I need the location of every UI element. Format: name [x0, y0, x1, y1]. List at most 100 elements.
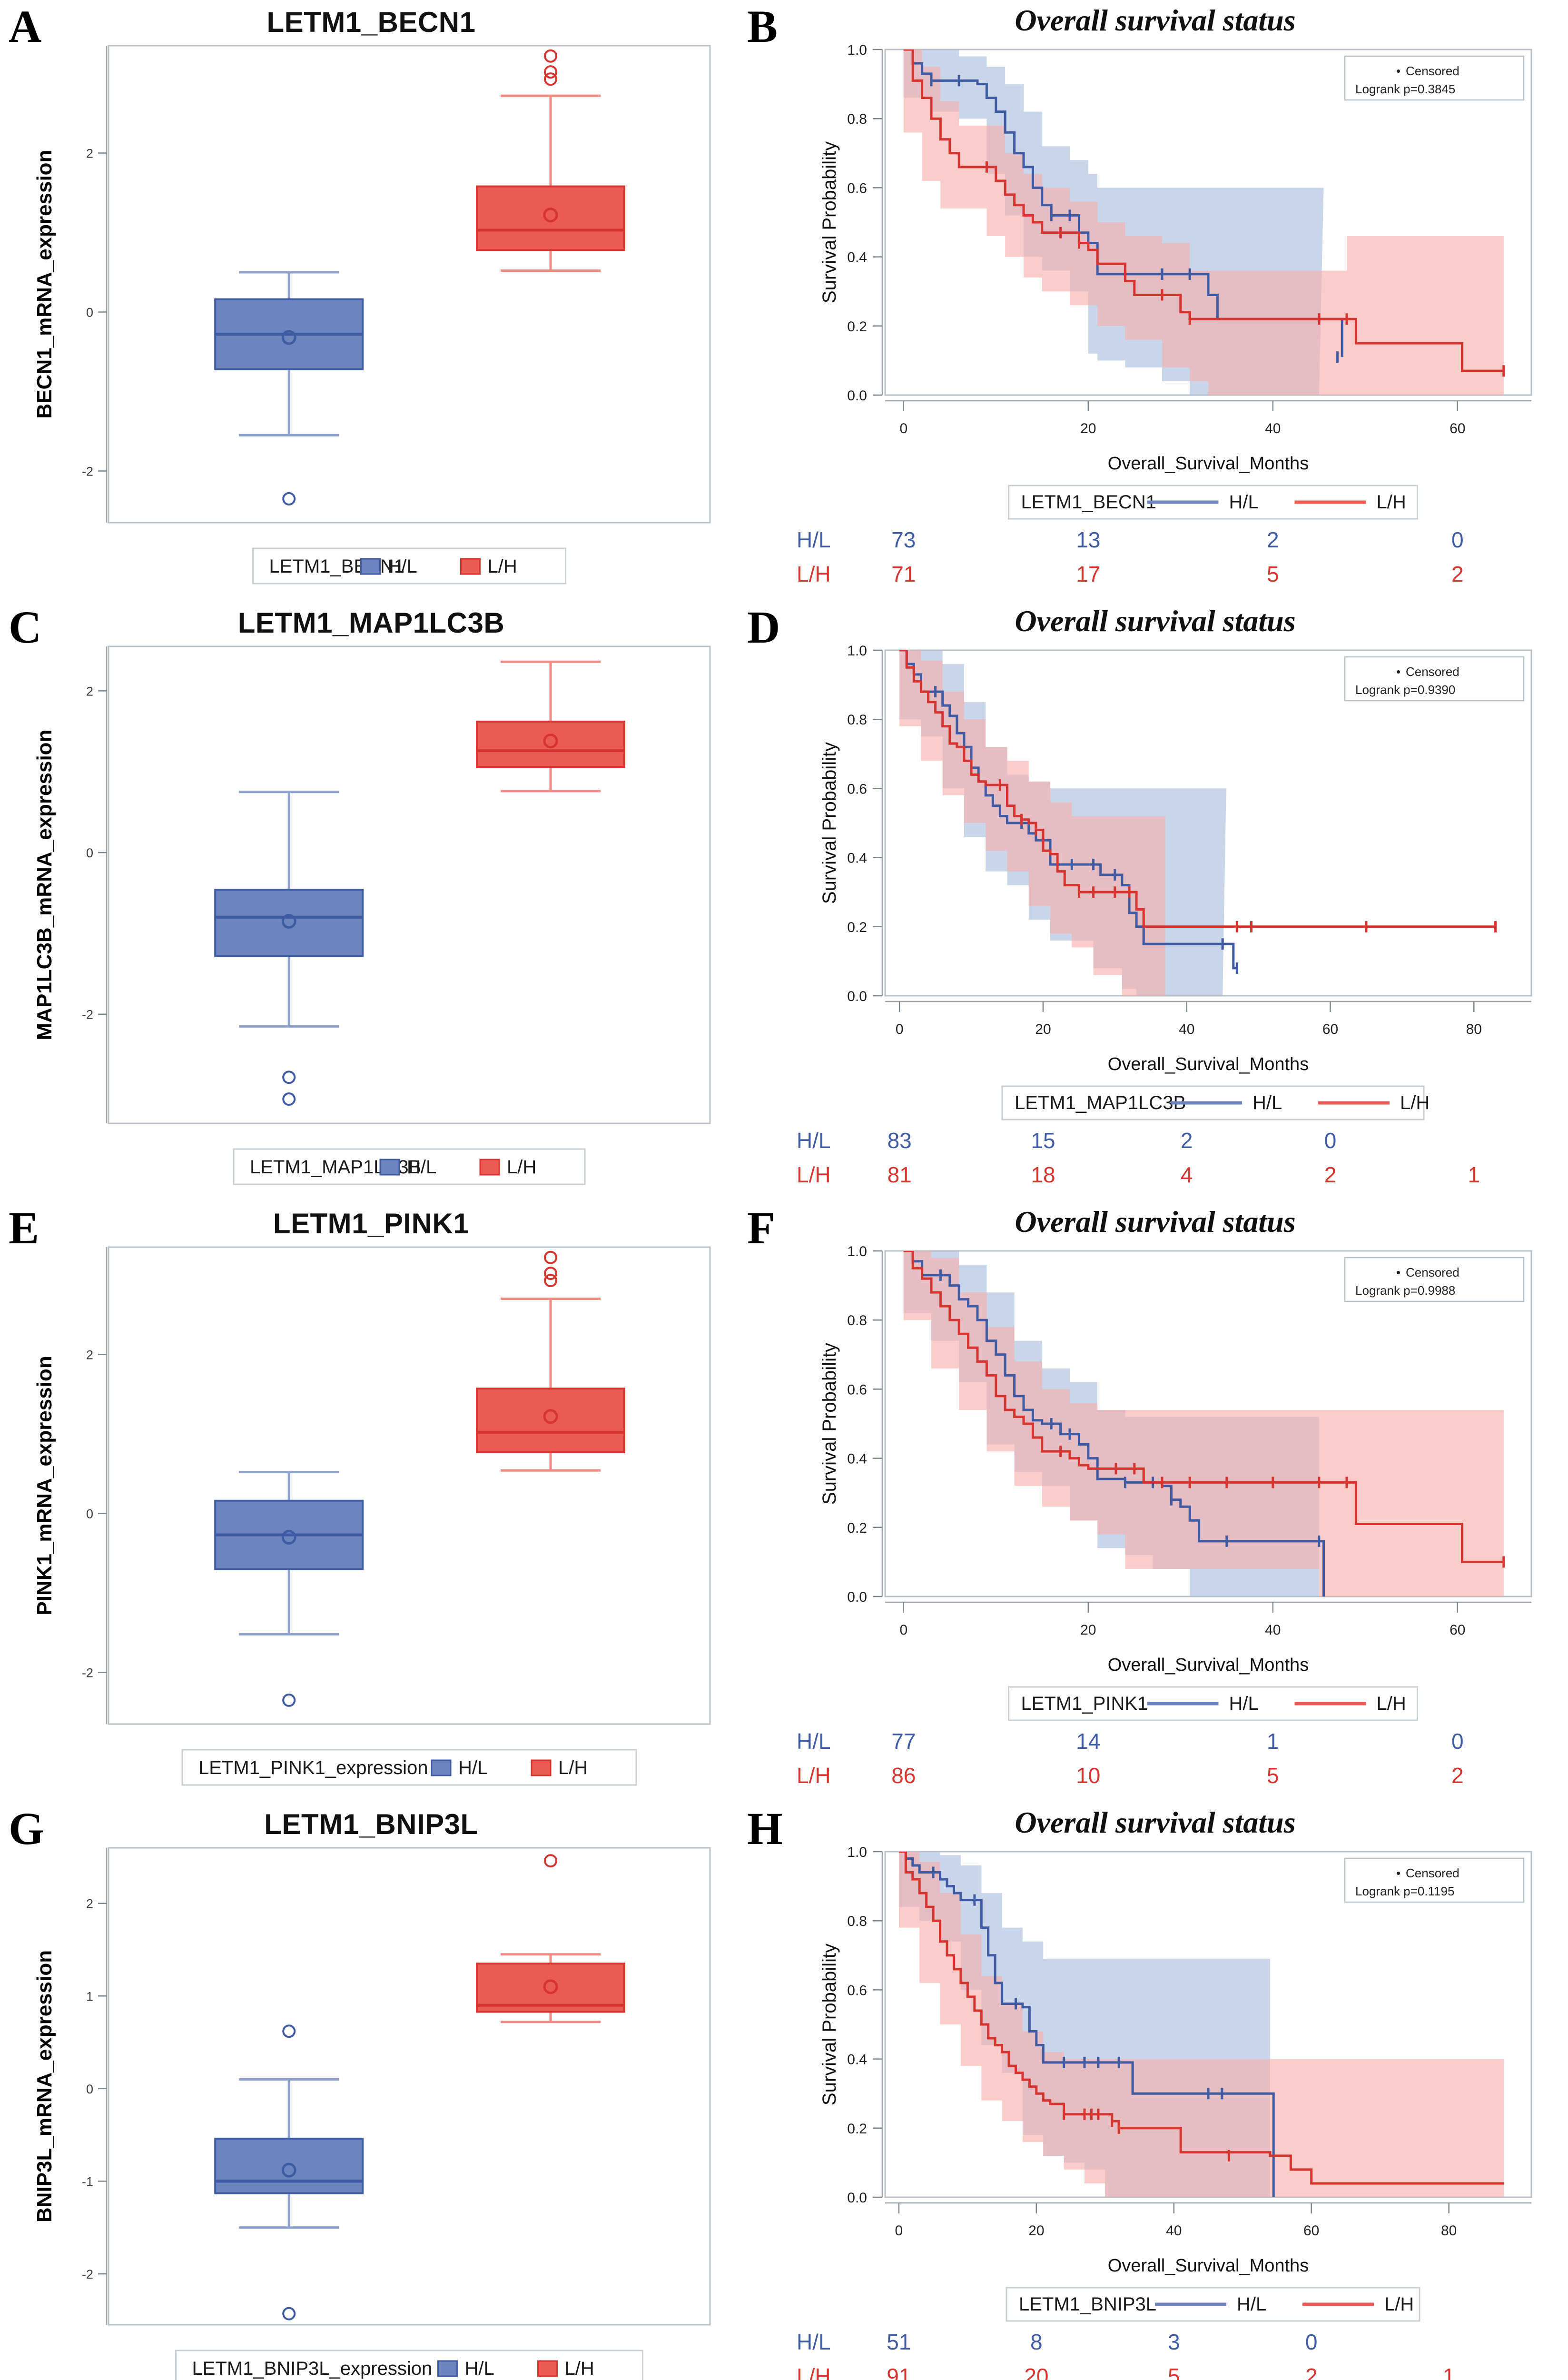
panel-letter-c: C: [9, 602, 42, 653]
km-series-area: [903, 50, 1505, 395]
risk-row-label: L/H: [797, 1763, 831, 1788]
x-tick-label: 20: [1035, 1021, 1051, 1037]
y-axis-title: Survival Probability: [819, 1944, 840, 2105]
panel-letter-e: E: [9, 1202, 39, 1253]
panel-a: A LETM1_BECN1 -2 0 2 BECN1_mRNA_expression L…: [0, 0, 742, 601]
y-tick-label: 0.4: [847, 250, 867, 266]
logrank-box: [1344, 656, 1525, 702]
x-tick-label: 0: [896, 1021, 904, 1037]
legend-title: LETM1_MAP1LC3B: [1015, 1092, 1186, 1113]
risk-count: 0: [1305, 2330, 1318, 2354]
outlier-point: [544, 1854, 558, 1868]
legend-item-label: H/L: [458, 1757, 488, 1778]
boxplot-g: -2 -1 0 1 2 BNIP3L_mRNA_expression LETM1_BNIP3…: [0, 1802, 742, 2380]
mean-marker: [281, 2162, 296, 2178]
outlier-point: [282, 1092, 296, 1106]
risk-row-label: H/L: [797, 1729, 831, 1754]
box-body: [214, 2137, 364, 2194]
panel-h-title: Overall survival status: [1015, 1805, 1296, 1839]
mean-marker: [281, 330, 296, 345]
box-group: [476, 49, 626, 272]
risk-count: 91: [887, 2364, 911, 2380]
legend-swatch: [479, 1159, 500, 1176]
y-tick-label: 0.6: [847, 1382, 867, 1398]
y-tick-label: 0.4: [847, 1451, 867, 1467]
legend-title: LETM1_BECN1: [269, 556, 405, 577]
risk-count: 51: [887, 2330, 911, 2354]
risk-count: 8: [1030, 2330, 1043, 2354]
y-tick-label: 1.0: [847, 1244, 867, 1259]
x-tick-label: 20: [1028, 2223, 1044, 2239]
box-group: [214, 1471, 364, 1707]
legend-item-label: L/H: [488, 556, 517, 577]
x-tick-label: 60: [1450, 1622, 1465, 1638]
logrank-pvalue: Logrank p=0.3845: [1355, 82, 1455, 96]
risk-count: 81: [888, 1162, 912, 1187]
risk-count: 86: [891, 1763, 916, 1788]
panel-d: D Overall survival status 0.0 0.2 0.4 0.6 0.…: [742, 601, 1568, 1201]
legend-swatch: [437, 2360, 458, 2377]
risk-count: 20: [1024, 2364, 1048, 2380]
confidence-band: [903, 1251, 1504, 1597]
legend-title: LETM1_PINK1: [1021, 1693, 1148, 1714]
panel-f: F Overall survival status 0.0 0.2 0.4 0.6 0.…: [742, 1201, 1568, 1802]
legend-item-label: L/H: [1400, 1092, 1430, 1113]
box-body: [476, 185, 626, 251]
y-tick-label: 0.0: [847, 2190, 867, 2206]
y-tick-label: 0.2: [847, 920, 867, 935]
km-curve: [899, 650, 1237, 970]
legend-title: LETM1_BECN1: [1021, 492, 1157, 513]
censored-marker-icon: •: [1396, 64, 1400, 78]
box-body: [476, 720, 626, 768]
legend-item-label: L/H: [558, 1757, 588, 1778]
boxplot-legend: [181, 1749, 637, 1786]
legend-swatch: [537, 2360, 558, 2377]
y-tick-label: 1: [86, 1989, 93, 2003]
logrank-pvalue: Logrank p=0.9390: [1355, 683, 1455, 697]
km-curve: [903, 1251, 1325, 1597]
panel-h: H Overall survival status 0.0 0.2 0.4 0.6 0.…: [742, 1802, 1568, 2380]
y-tick-label: 0.6: [847, 781, 867, 797]
boxplot-c: -2 0 2 MAP1LC3B_mRNA_expression LETM1_MAP1LC…: [0, 601, 742, 1201]
box-group: [214, 271, 364, 506]
outlier-point: [544, 1274, 558, 1288]
legend-item-label: L/H: [1377, 1693, 1406, 1714]
km-plot-d: 0.0 0.2 0.4 0.6 0.8 1.0 0 20 40 60 80 Survival Prob…: [742, 601, 1568, 1201]
legend-title: LETM1_BNIP3L_expression: [192, 2358, 433, 2379]
x-tick-label: 60: [1450, 421, 1465, 436]
censored-marker-icon: •: [1396, 1265, 1400, 1279]
panel-letter-h: H: [747, 1803, 783, 1854]
risk-count: 5: [1267, 562, 1279, 586]
box-group: [476, 1250, 626, 1472]
y-tick-label: -2: [82, 464, 93, 478]
y-axis-title: MAP1LC3B_mRNA_expression: [33, 730, 56, 1041]
risk-count: 4: [1181, 1162, 1193, 1187]
figure-row-2: C LETM1_MAP1LC3B -2 0 2 MAP1LC3B_mRNA_expre…: [0, 601, 1568, 1201]
censored-label: Censored: [1406, 64, 1460, 78]
y-tick-label: 0.2: [847, 2121, 867, 2137]
y-tick-label: 2: [86, 146, 93, 160]
y-axis-title: BNIP3L_mRNA_expression: [33, 1950, 56, 2222]
risk-count: 14: [1076, 1729, 1100, 1754]
legend-item-label: L/H: [507, 1157, 536, 1178]
risk-count: 71: [891, 562, 916, 586]
plot-frame: [108, 1847, 711, 2326]
outlier-point: [282, 1693, 296, 1707]
y-tick-label: 1.0: [847, 42, 867, 58]
box-group: [214, 791, 364, 1106]
plot-frame: [108, 45, 711, 524]
panel-g: G LETM1_BNIP3L -2 -1 0 1 2 BNIP3L_mRNA_expres…: [0, 1802, 742, 2380]
confidence-band: [903, 50, 1504, 395]
risk-count: 0: [1451, 1729, 1464, 1754]
y-tick-label: 0.2: [847, 1520, 867, 1536]
risk-count: 77: [891, 1729, 916, 1754]
mean-marker: [543, 1409, 558, 1424]
y-axis-title: Survival Probability: [819, 1343, 840, 1505]
risk-count: 2: [1451, 562, 1464, 586]
box-group: [476, 660, 626, 793]
censored-marker-icon: •: [1396, 1866, 1400, 1880]
y-tick-label: -2: [82, 1008, 93, 1022]
risk-row-label: H/L: [797, 1128, 831, 1153]
